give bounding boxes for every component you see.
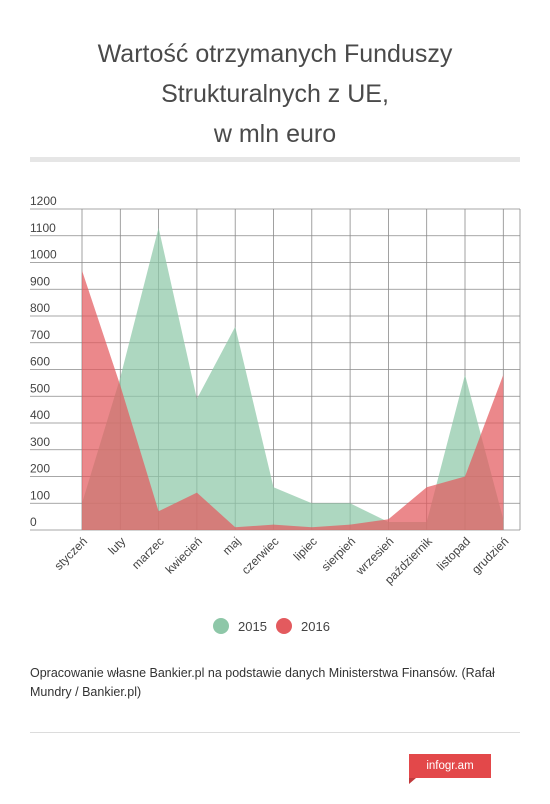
y-tick-label-600: 600 (30, 355, 50, 369)
legend-label-2015: 2015 (238, 618, 267, 634)
data-point-2016-lipiec (311, 526, 313, 528)
data-point-2016-maj (234, 526, 236, 528)
y-tick-label-400: 400 (30, 408, 50, 422)
data-point-2016-wrzesień (387, 518, 389, 520)
y-tick-label-200: 200 (30, 462, 50, 476)
legend-swatch-2015 (213, 618, 229, 634)
title-divider (30, 157, 520, 162)
y-tick-label-1100: 1100 (30, 221, 56, 235)
x-tick-label-maj: maj (220, 534, 244, 558)
x-tick-label-listopad: listopad (434, 534, 473, 573)
data-point-2015-sierpień (349, 502, 351, 504)
title-line-2: Strukturalnych z UE, (161, 80, 389, 108)
data-point-2016-sierpień (349, 523, 351, 525)
x-tick-label-styczeń: styczeń (51, 534, 90, 573)
data-point-2015-listopad (464, 374, 466, 376)
data-point-2015-maj (234, 326, 236, 328)
data-point-2015-lipiec (311, 502, 313, 504)
y-tick-label-0: 0 (30, 515, 37, 529)
y-tick-label-900: 900 (30, 274, 50, 288)
source-note: Opracowanie własne Bankier.pl na podstaw… (30, 666, 495, 699)
data-point-2016-styczeń (81, 269, 83, 271)
y-tick-label-700: 700 (30, 328, 50, 342)
logo-tip (409, 778, 416, 784)
y-tick-label-300: 300 (30, 435, 50, 449)
area-series-2016 (82, 270, 504, 530)
x-tick-label-lipiec: lipiec (291, 534, 320, 563)
data-point-2015-czerwiec (272, 486, 274, 488)
data-point-2016-luty (119, 384, 121, 386)
data-point-2015-kwiecień (196, 398, 198, 400)
x-tick-label-czerwiec: czerwiec (239, 534, 282, 577)
footer-divider (30, 732, 520, 733)
data-point-2015-marzec (157, 227, 159, 229)
data-point-2016-grudzień (502, 374, 504, 376)
area-series-2015 (82, 227, 504, 530)
data-point-2016-marzec (157, 510, 159, 512)
legend-label-2016: 2016 (301, 618, 330, 634)
title-line-1: Wartość otrzymanych Funduszy (97, 40, 453, 68)
y-tick-label-1200: 1200 (30, 194, 57, 208)
y-tick-label-800: 800 (30, 301, 50, 315)
y-tick-label-100: 100 (30, 488, 50, 502)
data-point-2016-listopad (464, 475, 466, 477)
area-chart: 0 100 200 300 400 500 600 700 800 900 1000 1100 1200… (30, 194, 521, 587)
data-point-2016-kwiecień (196, 491, 198, 493)
infogram-logo[interactable]: infogr.am (409, 754, 491, 778)
data-point-2016-czerwiec (272, 523, 274, 525)
data-point-2015-luty (119, 376, 121, 378)
x-tick-label-grudzień: grudzień (469, 534, 511, 576)
y-tick-label-500: 500 (30, 381, 50, 395)
legend: 2015 2016 (0, 618, 550, 638)
legend-swatch-2016 (276, 618, 292, 634)
title-line-3: w mln euro (213, 120, 337, 148)
x-tick-label-kwiecień: kwiecień (163, 534, 205, 576)
legend-item-2015[interactable]: 2015 (213, 618, 267, 634)
y-tick-label-1000: 1000 (30, 248, 57, 262)
chart-title: Wartość otrzymanych Funduszy Strukturaln… (0, 34, 550, 154)
x-tick-label-luty: luty (105, 534, 128, 557)
data-point-2016-październik (426, 486, 428, 488)
x-tick-label-marzec: marzec (129, 534, 167, 572)
legend-item-2016[interactable]: 2016 (276, 618, 330, 634)
